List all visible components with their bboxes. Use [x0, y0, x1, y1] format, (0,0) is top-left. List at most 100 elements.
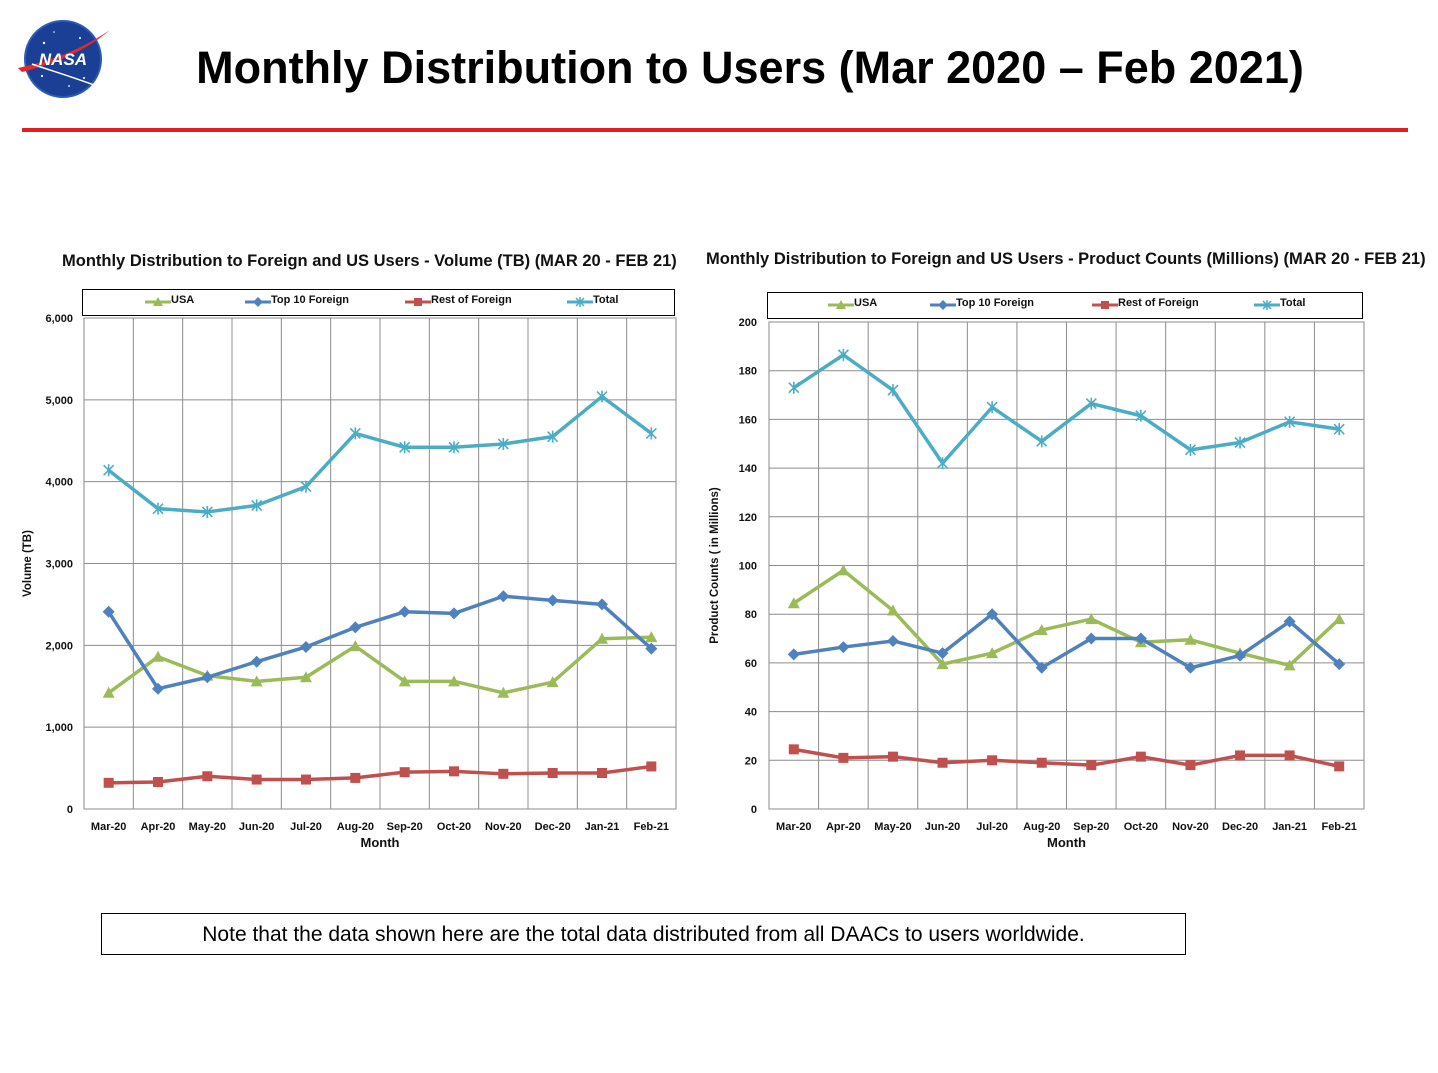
volume-point-total: [448, 441, 460, 454]
volume-point-usa: [152, 650, 164, 662]
counts-y-tick-label: 60: [745, 658, 757, 670]
volume-chart-legend: USA Top 10 Foreign Rest of Foreign Total: [82, 289, 675, 316]
counts-point-rest-of-foreign: [1284, 750, 1295, 761]
title-divider: [22, 128, 1408, 132]
volume-point-rest-of-foreign: [399, 767, 410, 778]
volume-x-tick-label: May-20: [189, 821, 226, 833]
volume-point-rest-of-foreign: [547, 767, 558, 778]
volume-point-top-10-foreign: [546, 594, 559, 607]
counts-point-top-10-foreign: [1333, 658, 1346, 671]
counts-series-line-total: [792, 353, 1340, 465]
counts-point-usa: [787, 597, 800, 609]
counts-y-tick-label: 200: [739, 317, 757, 329]
volume-x-tick-label: Nov-20: [485, 821, 522, 833]
volume-y-tick-label: 2,000: [45, 640, 73, 652]
counts-point-rest-of-foreign: [838, 752, 849, 763]
legend-top10-label: Top 10 Foreign: [271, 294, 350, 306]
volume-point-usa: [300, 671, 312, 683]
legend-rest-label: Rest of Foreign: [431, 294, 512, 306]
counts-point-usa: [837, 564, 850, 576]
counts-y-tick-label: 140: [739, 463, 757, 475]
counts-point-total: [1036, 435, 1048, 448]
counts-point-rest-of-foreign: [987, 755, 998, 766]
volume-x-tick-label: Jun-20: [239, 821, 274, 833]
counts-y-tick-label: 160: [739, 414, 757, 426]
legend-top10-swatch: [930, 300, 956, 310]
volume-point-top-10-foreign: [300, 640, 312, 653]
counts-x-tick-label: Jul-20: [976, 821, 1008, 833]
counts-point-total: [1085, 397, 1097, 410]
volume-point-rest-of-foreign: [597, 767, 607, 778]
volume-point-top-10-foreign: [201, 671, 214, 684]
volume-y-tick-label: 5,000: [45, 395, 73, 407]
counts-point-usa: [1283, 659, 1296, 671]
volume-point-top-10-foreign: [448, 607, 460, 620]
volume-point-top-10-foreign: [152, 682, 164, 695]
legend-rest-label: Rest of Foreign: [1118, 297, 1199, 309]
counts-x-tick-label: Jan-21: [1272, 821, 1307, 833]
counts-series-line-top-10-foreign: [793, 612, 1341, 670]
counts-point-rest-of-foreign: [937, 757, 948, 768]
counts-x-tick-label: Sep-20: [1073, 821, 1109, 833]
volume-point-rest-of-foreign: [350, 772, 361, 783]
counts-x-tick-label: Dec-20: [1222, 821, 1258, 833]
counts-point-top-10-foreign: [837, 641, 850, 654]
legend-usa-swatch: [145, 297, 171, 306]
volume-x-tick-label: Apr-20: [141, 821, 176, 833]
counts-point-rest-of-foreign: [1185, 760, 1196, 771]
volume-point-top-10-foreign: [596, 598, 608, 611]
counts-y-axis-title: Product Counts ( in Millions): [709, 487, 721, 644]
volume-x-tick-label: Feb-21: [634, 821, 669, 833]
volume-point-total: [497, 438, 509, 451]
counts-point-top-10-foreign: [1035, 661, 1048, 674]
volume-series-line-top-10-foreign: [107, 594, 653, 691]
counts-point-total: [837, 348, 849, 361]
volume-point-rest-of-foreign: [251, 774, 262, 785]
counts-chart-title: Monthly Distribution to Foreign and US U…: [706, 250, 1426, 268]
volume-y-tick-label: 6,000: [45, 313, 73, 325]
counts-point-total: [986, 401, 998, 414]
counts-point-usa: [1333, 613, 1346, 625]
counts-point-top-10-foreign: [1134, 632, 1147, 645]
counts-point-rest-of-foreign: [1334, 761, 1345, 772]
volume-series-line-usa: [107, 635, 652, 695]
volume-point-total: [596, 390, 608, 403]
volume-point-rest-of-foreign: [646, 761, 657, 772]
counts-y-tick-label: 80: [745, 609, 757, 621]
counts-y-tick-label: 120: [739, 512, 757, 524]
counts-x-tick-label: Feb-21: [1321, 821, 1356, 833]
volume-y-tick-label: 4,000: [45, 477, 73, 489]
volume-point-total: [300, 480, 312, 493]
counts-point-total: [788, 381, 800, 394]
legend-usa-swatch: [828, 300, 854, 309]
counts-point-top-10-foreign: [986, 608, 999, 621]
volume-point-top-10-foreign: [497, 590, 510, 603]
volume-series-line-total: [107, 394, 653, 514]
counts-point-top-10-foreign: [1283, 615, 1296, 628]
counts-x-tick-label: Mar-20: [776, 821, 811, 833]
volume-point-top-10-foreign: [250, 655, 263, 668]
volume-point-rest-of-foreign: [103, 777, 114, 788]
counts-point-rest-of-foreign: [1036, 757, 1047, 768]
legend-total-swatch: [567, 297, 593, 307]
svg-text:NASA: NASA: [39, 50, 87, 69]
legend-rest-swatch: [405, 298, 431, 306]
volume-x-tick-label: Sep-20: [387, 821, 423, 833]
counts-x-tick-label: Jun-20: [925, 821, 960, 833]
volume-point-total: [547, 430, 559, 443]
counts-y-tick-label: 180: [739, 366, 757, 378]
counts-point-rest-of-foreign: [887, 751, 898, 762]
counts-y-tick-label: 20: [745, 755, 757, 767]
counts-point-usa: [1035, 624, 1048, 636]
volume-point-usa: [596, 632, 608, 644]
counts-point-usa: [986, 647, 999, 659]
counts-point-total: [1135, 409, 1147, 422]
volume-chart-title: Monthly Distribution to Foreign and US U…: [62, 252, 677, 270]
volume-point-usa: [398, 675, 411, 687]
volume-point-rest-of-foreign: [153, 776, 163, 787]
volume-point-top-10-foreign: [645, 642, 658, 655]
counts-point-top-10-foreign: [1184, 661, 1197, 674]
volume-x-tick-label: Oct-20: [437, 821, 471, 833]
volume-point-total: [645, 427, 657, 440]
